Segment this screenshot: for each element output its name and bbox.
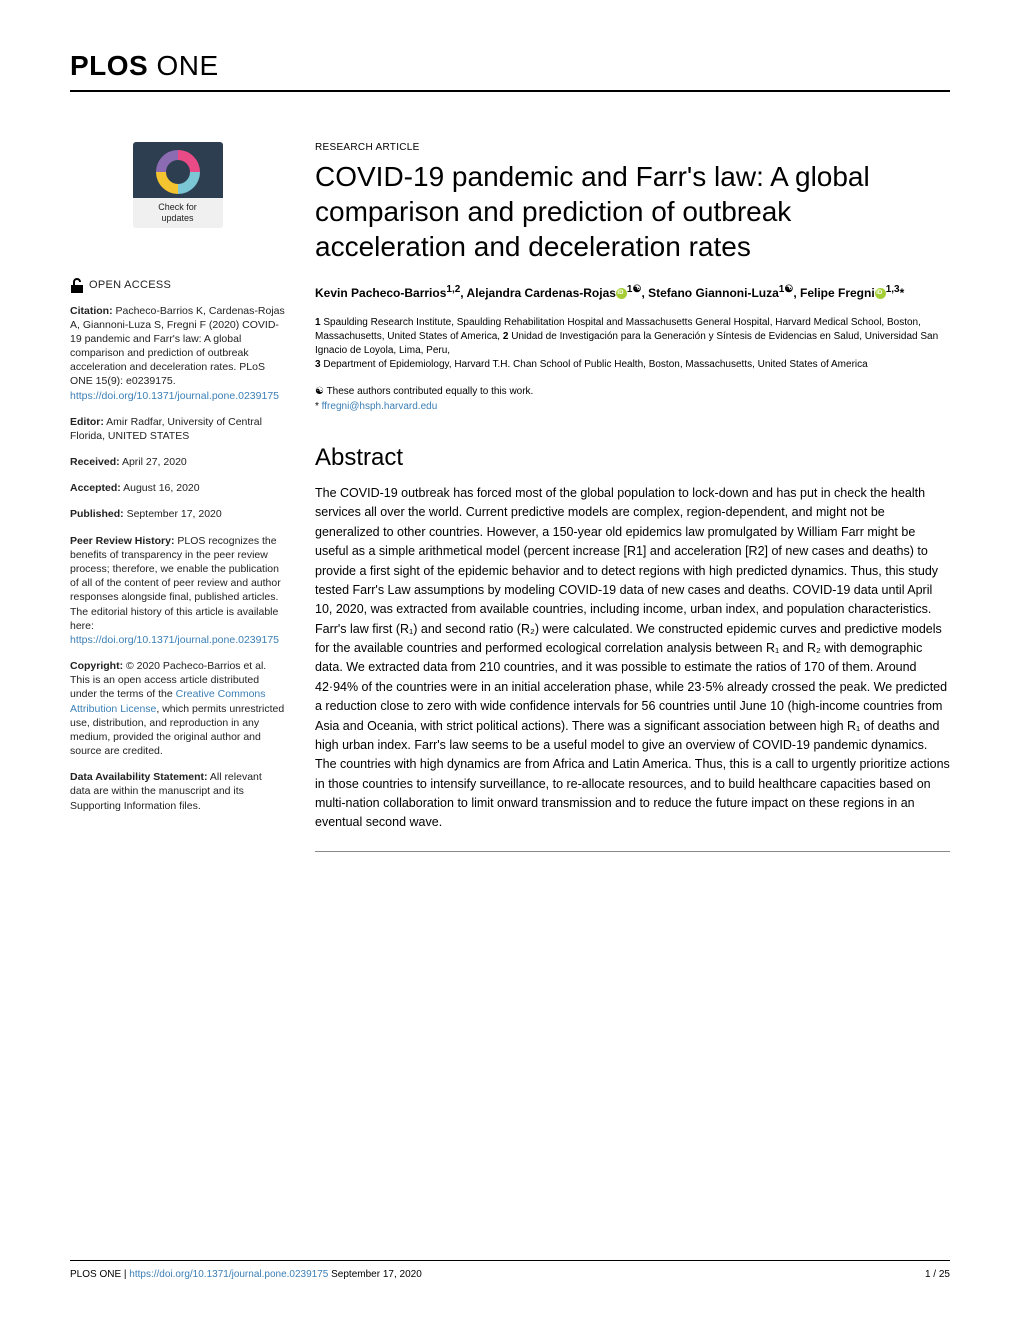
footer-doi-link[interactable]: https://doi.org/10.1371/journal.pone.023… [129, 1269, 328, 1280]
open-access-row: OPEN ACCESS [70, 278, 285, 294]
open-lock-icon [70, 278, 84, 294]
accepted-block: Accepted: August 16, 2020 [70, 481, 285, 495]
author-3: Stefano Giannoni-Luza [648, 286, 779, 300]
footer-journal: PLOS ONE | [70, 1269, 129, 1280]
copyright-block: Copyright: © 2020 Pacheco-Barrios et al.… [70, 659, 285, 758]
main-content: RESEARCH ARTICLE COVID-19 pandemic and F… [315, 142, 950, 852]
peer-review-block: Peer Review History: PLOS recognizes the… [70, 534, 285, 647]
article-type: RESEARCH ARTICLE [315, 142, 950, 153]
crossmark-icon [156, 150, 200, 194]
corresponding-email-link[interactable]: ffregni@hsph.harvard.edu [322, 401, 438, 412]
equal-contribution-note: ☯ These authors contributed equally to t… [315, 384, 950, 399]
peer-review-link[interactable]: https://doi.org/10.1371/journal.pone.023… [70, 634, 279, 646]
journal-header: PLOS ONE [70, 50, 950, 92]
sidebar: Check for updates OPEN ACCESS Citation: … [70, 142, 285, 852]
corresponding-note: * ffregni@hsph.harvard.edu [315, 399, 950, 414]
authors-list: Kevin Pacheco-Barrios1,2, Alejandra Card… [315, 282, 950, 302]
page-footer: PLOS ONE | https://doi.org/10.1371/journ… [70, 1260, 950, 1280]
citation-doi-link[interactable]: https://doi.org/10.1371/journal.pone.023… [70, 390, 279, 402]
author-2: Alejandra Cardenas-Rojas [467, 286, 616, 300]
received-block: Received: April 27, 2020 [70, 455, 285, 469]
abstract-heading: Abstract [315, 444, 950, 472]
footer-date: September 17, 2020 [328, 1269, 421, 1280]
journal-name-bold: PLOS [70, 50, 148, 81]
page-number: 1 / 25 [925, 1269, 950, 1280]
badge-line2: updates [133, 213, 223, 224]
journal-name-light: ONE [157, 50, 219, 81]
journal-name: PLOS ONE [70, 50, 219, 81]
orcid-icon[interactable] [875, 288, 886, 299]
data-availability-block: Data Availability Statement: All relevan… [70, 770, 285, 813]
citation-block: Citation: Pacheco-Barrios K, Cardenas-Ro… [70, 304, 285, 403]
article-title: COVID-19 pandemic and Farr's law: A glob… [315, 159, 950, 264]
published-block: Published: September 17, 2020 [70, 507, 285, 521]
check-updates-badge[interactable]: Check for updates [133, 142, 223, 228]
open-access-label: OPEN ACCESS [89, 278, 171, 293]
badge-line1: Check for [133, 202, 223, 213]
editor-block: Editor: Amir Radfar, University of Centr… [70, 415, 285, 443]
affiliations: 1 Spaulding Research Institute, Spauldin… [315, 316, 950, 372]
author-1: Kevin Pacheco-Barrios [315, 286, 446, 300]
orcid-icon[interactable] [616, 288, 627, 299]
author-4: Felipe Fregni [800, 286, 875, 300]
section-divider [315, 851, 950, 852]
abstract-text: The COVID-19 outbreak has forced most of… [315, 484, 950, 833]
